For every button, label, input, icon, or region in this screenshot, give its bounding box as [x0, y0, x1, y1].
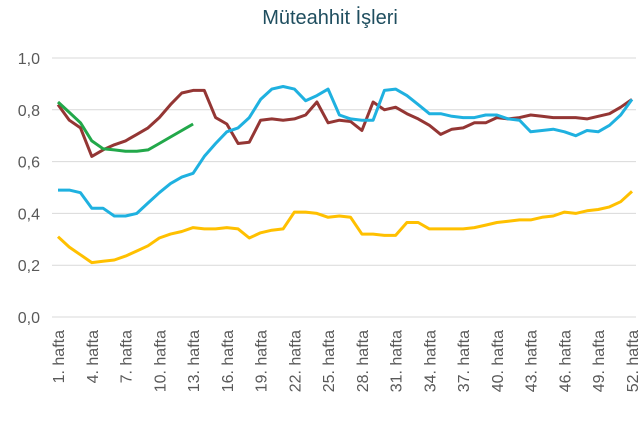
x-tick-label: 22. hafta [287, 330, 304, 392]
x-tick-label: 7. hafta [119, 330, 136, 383]
x-tick-label: 13. hafta [186, 330, 203, 392]
x-tick-label: 46. hafta [557, 330, 574, 392]
line-series [56, 100, 194, 153]
line-series [56, 88, 633, 158]
x-tick-label: 43. hafta [524, 330, 541, 392]
y-tick-label: 0,2 [18, 258, 40, 275]
y-tick-label: 0,0 [18, 310, 40, 327]
y-tick-label: 1,0 [18, 51, 40, 68]
line-series [56, 190, 634, 265]
x-tick-label: 34. hafta [422, 330, 439, 392]
x-tick-label: 40. hafta [490, 330, 507, 392]
x-tick-label: 4. hafta [85, 330, 102, 383]
x-tick-label: 28. hafta [355, 330, 372, 392]
x-tick-label: 31. hafta [389, 330, 406, 392]
x-tick-label: 16. hafta [220, 330, 237, 392]
line-series [58, 85, 634, 218]
x-tick-label: 10. hafta [152, 330, 169, 392]
y-tick-label: 0,4 [18, 206, 40, 223]
y-tick-label: 0,6 [18, 155, 40, 172]
x-tick-label: 37. hafta [456, 330, 473, 392]
x-tick-label: 52. hafta [625, 330, 640, 392]
y-tick-label: 0,8 [18, 103, 40, 120]
x-tick-label: 19. hafta [254, 330, 271, 392]
x-tick-label: 25. hafta [321, 330, 338, 392]
x-tick-label: 1. hafta [51, 330, 68, 383]
chart-title: Müteahhit İşleri [262, 6, 398, 29]
x-tick-label: 49. hafta [591, 330, 608, 392]
